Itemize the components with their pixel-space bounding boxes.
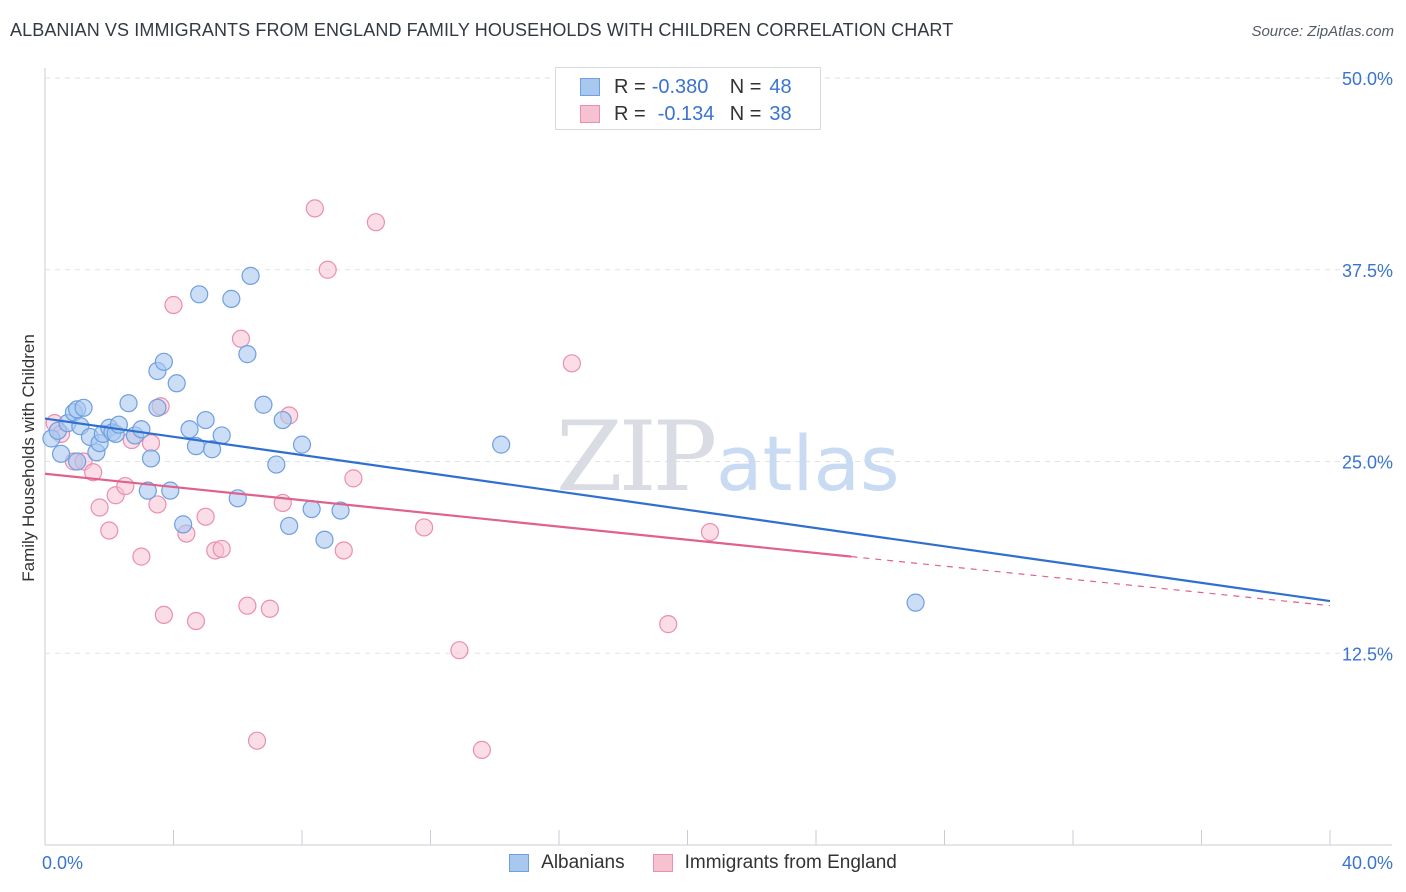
y-tick-label: 25.0% bbox=[1342, 453, 1393, 473]
england-point bbox=[344, 469, 363, 488]
albanian-point bbox=[132, 420, 151, 439]
england-point bbox=[154, 605, 173, 625]
x-tick-label: 40.0% bbox=[1342, 853, 1393, 873]
gridlines bbox=[45, 77, 1392, 654]
y-tick-label: 37.5% bbox=[1342, 261, 1393, 281]
england-point bbox=[148, 495, 167, 514]
series-swatch-albanians bbox=[509, 854, 530, 872]
watermark: ZIP atlas bbox=[556, 401, 900, 513]
chart-title: ALBANIAN VS IMMIGRANTS FROM ENGLAND FAMI… bbox=[10, 20, 954, 40]
england-point bbox=[562, 354, 581, 373]
albanian-point bbox=[222, 289, 241, 308]
england-point bbox=[186, 611, 206, 631]
england-point bbox=[472, 740, 491, 759]
albanian-point bbox=[68, 452, 87, 471]
england-point bbox=[334, 541, 353, 560]
albanian-point bbox=[167, 374, 186, 393]
albanian-point bbox=[138, 481, 157, 500]
albanian-point bbox=[148, 398, 167, 417]
legend-row-albanians: R = -0.380 N = 48 bbox=[580, 74, 792, 100]
england-point bbox=[238, 596, 257, 615]
england-point bbox=[414, 518, 434, 537]
albanian-point bbox=[196, 410, 215, 430]
albanian-point bbox=[906, 593, 925, 612]
england-point bbox=[90, 498, 109, 517]
albanian-point bbox=[202, 440, 222, 459]
legend-r-value: -0.380 bbox=[651, 75, 709, 98]
albanian-point bbox=[51, 444, 71, 463]
series-legend-england[interactable]: Immigrants from England bbox=[652, 852, 897, 874]
albanian-point bbox=[74, 398, 93, 417]
source-note: Source: ZipAtlas.com bbox=[1251, 23, 1394, 40]
england-trendline bbox=[851, 556, 1331, 607]
tick-labels: 12.5% 25.0% 37.5% 50.0% 0.0% 40.0% bbox=[42, 69, 1393, 873]
england-point bbox=[132, 547, 151, 566]
albanian-point bbox=[174, 515, 193, 534]
albanian-point bbox=[141, 449, 161, 468]
axes bbox=[44, 68, 1392, 846]
albanian-point bbox=[254, 395, 273, 414]
albanian-point bbox=[161, 481, 180, 500]
england-point bbox=[231, 329, 251, 348]
y-tick-label: 12.5% bbox=[1342, 644, 1393, 664]
albanian-point bbox=[292, 435, 312, 454]
albanian-point bbox=[241, 266, 260, 285]
albanian-point bbox=[280, 516, 299, 536]
series-albanians bbox=[42, 266, 925, 612]
albanian-point bbox=[154, 352, 173, 371]
england-point bbox=[116, 476, 135, 496]
legend-r-label: R = bbox=[614, 102, 646, 125]
trendlines bbox=[44, 417, 1331, 607]
y-axis-label: Family Households with Children bbox=[19, 334, 38, 582]
legend-n-label: N = bbox=[729, 102, 762, 125]
series-name-england: Immigrants from England bbox=[684, 852, 897, 873]
series-name-albanians: Albanians bbox=[541, 852, 625, 873]
albanian-point bbox=[238, 345, 257, 364]
legend-r-label: R = bbox=[614, 75, 646, 98]
england-point bbox=[700, 522, 720, 542]
y-tick-label: 50.0% bbox=[1342, 69, 1393, 89]
legend-r-value: -0.134 bbox=[657, 102, 715, 125]
england-point bbox=[196, 507, 215, 526]
albanian-point bbox=[331, 501, 350, 520]
albanian-point bbox=[212, 426, 231, 445]
series-legend-albanians[interactable]: Albanians bbox=[509, 852, 625, 874]
watermark-atlas: atlas bbox=[716, 419, 900, 508]
england-point bbox=[659, 615, 678, 634]
england-point bbox=[260, 599, 279, 618]
england-point bbox=[100, 521, 119, 540]
legend-row-england: R = -0.134 N = 38 bbox=[580, 101, 792, 127]
legend-swatch-albanians bbox=[580, 78, 600, 96]
series-swatch-england bbox=[652, 854, 673, 872]
legend-n-value: 38 bbox=[769, 102, 792, 125]
series-legend: Albanians Immigrants from England bbox=[0, 852, 1406, 874]
legend-n-label: N = bbox=[729, 75, 762, 98]
england-point bbox=[305, 199, 324, 218]
england-trendline bbox=[44, 472, 852, 558]
albanian-point bbox=[302, 499, 321, 519]
england-point bbox=[318, 260, 337, 279]
albanian-point bbox=[492, 435, 511, 454]
correlation-legend: R = -0.380 N = 48 R = -0.134 N = 38 bbox=[555, 67, 821, 130]
legend-n-value: 48 bbox=[769, 75, 792, 98]
england-point bbox=[366, 213, 385, 232]
legend-swatch-england bbox=[580, 105, 600, 123]
albanian-point bbox=[180, 420, 199, 439]
albanians-trendline bbox=[44, 417, 1331, 603]
albanian-point bbox=[190, 285, 209, 304]
england-point bbox=[247, 731, 267, 750]
england-point bbox=[164, 295, 183, 315]
england-point bbox=[450, 641, 469, 660]
watermark-zip: ZIP bbox=[556, 401, 715, 513]
series-immigrants-from-england bbox=[45, 199, 720, 759]
x-tick-label: 0.0% bbox=[42, 853, 83, 873]
england-point bbox=[84, 463, 103, 482]
england-point bbox=[212, 539, 231, 559]
albanian-point bbox=[315, 530, 334, 549]
albanian-point bbox=[273, 410, 292, 430]
albanian-point bbox=[267, 455, 286, 474]
albanian-point bbox=[119, 394, 138, 413]
